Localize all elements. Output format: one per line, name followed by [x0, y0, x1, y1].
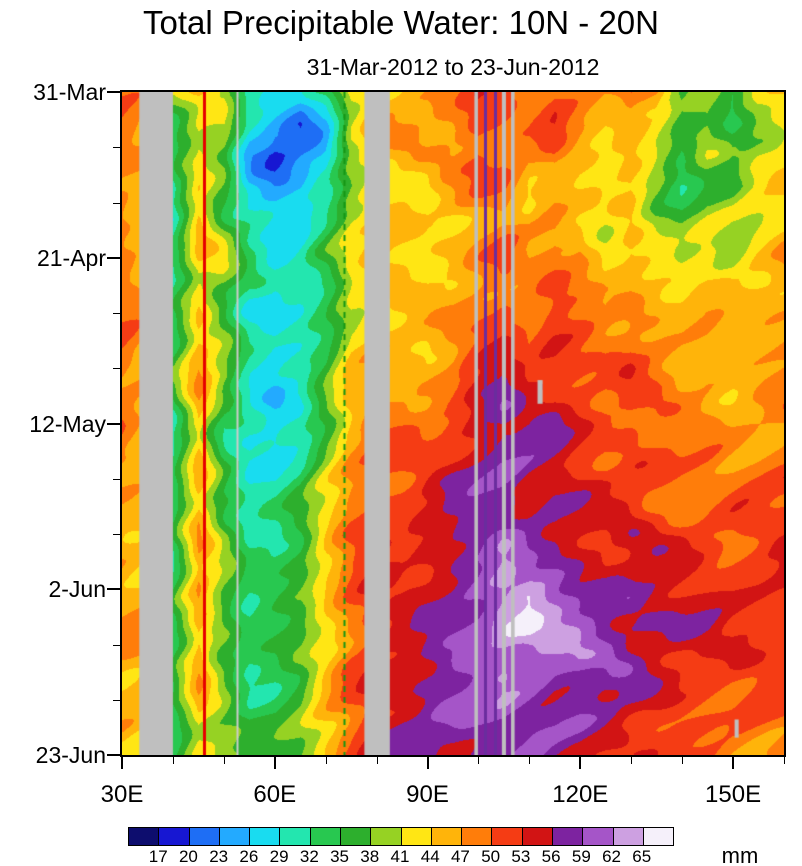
colorbar-tick-label: 32 [299, 847, 319, 866]
colorbar-cell [219, 828, 251, 845]
colorbar-cell [340, 828, 372, 845]
x-major-tick [579, 757, 582, 769]
x-axis-tick-label: 30E [100, 781, 144, 808]
colorbar-tick-label: 20 [178, 847, 198, 866]
colorbar-cell [552, 828, 584, 845]
colorbar-tick-label: 65 [632, 847, 652, 866]
y-axis-tick-label: 12-May [29, 410, 106, 437]
colorbar-units-label: mm [721, 843, 759, 866]
x-minor-tick [376, 757, 378, 764]
y-minor-tick [113, 313, 120, 314]
colorbar-tick-label: 62 [602, 847, 622, 866]
x-minor-tick [478, 757, 480, 764]
y-major-tick [107, 256, 120, 259]
x-major-tick [732, 757, 735, 769]
y-minor-tick [113, 368, 120, 370]
x-minor-tick [223, 757, 225, 764]
colorbar-tick-label: 26 [239, 847, 259, 866]
y-minor-tick [113, 147, 120, 149]
y-major-tick [107, 91, 120, 93]
x-minor-tick [784, 757, 785, 764]
y-major-tick [107, 422, 120, 425]
colorbar-cell [129, 828, 160, 845]
colorbar-tick-label: 29 [269, 847, 289, 866]
colorbar-cell [371, 828, 402, 845]
colorbar-cell [492, 828, 523, 845]
colorbar-cell [643, 828, 674, 845]
x-axis-tick-label: 120E [552, 781, 609, 808]
colorbar-tick-label: 47 [450, 847, 470, 866]
colorbar-tick-label: 35 [330, 847, 350, 866]
x-minor-tick [682, 757, 684, 764]
x-minor-tick [529, 757, 531, 764]
x-major-tick [273, 757, 276, 769]
x-axis-tick-label: 150E [705, 781, 762, 808]
colorbar-tick-label: 17 [148, 847, 168, 866]
x-major-tick [121, 757, 123, 769]
colorbar-tick-label: 53 [511, 847, 531, 866]
colorbar [128, 827, 674, 846]
chart-title: Total Precipitable Water: 10N - 20N [143, 4, 659, 41]
x-axis-tick-label: 90E [406, 781, 449, 808]
y-major-tick [107, 754, 120, 756]
colorbar-tick-label: 38 [360, 847, 380, 866]
x-minor-tick [172, 757, 174, 764]
colorbar-cell [431, 828, 463, 845]
chart-subtitle: 31-Mar-2012 to 23-Jun-2012 [306, 54, 600, 80]
y-axis-tick-label: 23-Jun [35, 742, 106, 768]
y-minor-tick [113, 478, 120, 480]
y-minor-tick [113, 699, 120, 701]
y-axis-tick-label: 2-Jun [48, 576, 106, 603]
y-axis-tick-label: 21-Apr [36, 244, 106, 271]
colorbar-cell [401, 828, 432, 845]
x-axis-tick-label: 60E [253, 781, 297, 808]
y-minor-tick [113, 534, 120, 535]
colorbar-cell [310, 828, 341, 845]
colorbar-cell [250, 828, 281, 845]
y-minor-tick [113, 644, 120, 646]
x-minor-tick [631, 757, 633, 764]
x-minor-tick [325, 757, 327, 764]
colorbar-tick-label: 41 [390, 847, 410, 866]
colorbar-tick-label: 56 [541, 847, 561, 866]
colorbar-cell [280, 828, 311, 845]
colorbar-cell [522, 828, 553, 845]
colorbar-cell [462, 828, 493, 845]
colorbar-tick-label: 23 [209, 847, 229, 866]
colorbar-cell [189, 828, 220, 845]
colorbar-cell [159, 828, 190, 845]
colorbar-tick-label: 50 [481, 847, 501, 866]
y-minor-tick [113, 202, 120, 204]
heatmap-canvas [122, 92, 784, 755]
colorbar-tick-label: 59 [571, 847, 591, 866]
colorbar-tick-label: 44 [420, 847, 440, 866]
colorbar-cell [613, 828, 644, 845]
y-major-tick [107, 588, 120, 591]
y-axis-tick-label: 31-Mar [33, 79, 106, 105]
x-major-tick [426, 757, 429, 769]
colorbar-cell [583, 828, 614, 845]
